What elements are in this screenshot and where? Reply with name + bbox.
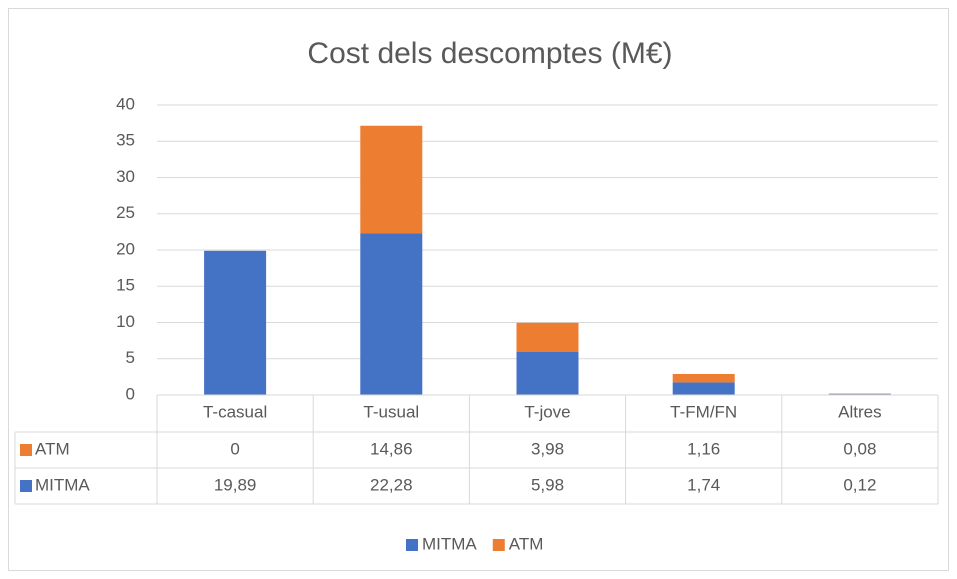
x-tick-label: T-casual bbox=[203, 402, 267, 421]
chart-frame bbox=[8, 8, 949, 571]
y-tick-label: 10 bbox=[116, 312, 135, 331]
x-tick-label: T-jove bbox=[524, 402, 570, 421]
legend-key bbox=[406, 539, 418, 551]
bar-segment bbox=[516, 351, 579, 395]
data-table-value: 3,98 bbox=[531, 439, 564, 458]
bar-segment bbox=[828, 393, 891, 395]
bar-segment bbox=[360, 125, 423, 234]
data-table-value: 0 bbox=[230, 439, 239, 458]
y-tick-label: 0 bbox=[126, 384, 135, 403]
x-tick-label: Altres bbox=[838, 402, 881, 421]
y-tick-label: 25 bbox=[116, 203, 135, 222]
y-tick-label: 15 bbox=[116, 276, 135, 295]
bar-segment bbox=[672, 382, 735, 395]
legend-label: ATM bbox=[509, 534, 544, 553]
table-legend-key bbox=[20, 444, 32, 456]
legend-key bbox=[492, 539, 505, 551]
y-tick-label: 20 bbox=[116, 239, 135, 258]
data-table-value: 0,08 bbox=[843, 439, 876, 458]
data-table-value: 0,12 bbox=[843, 475, 876, 494]
chart-title: Cost dels descomptes (M€) bbox=[307, 37, 672, 70]
x-tick-label: T-usual bbox=[363, 402, 419, 421]
legend-label: MITMA bbox=[422, 534, 477, 553]
bar-segment bbox=[360, 233, 423, 395]
y-tick-label: 35 bbox=[116, 131, 135, 150]
data-table-value: 14,86 bbox=[370, 439, 413, 458]
y-tick-label: 30 bbox=[116, 167, 135, 186]
data-table-value: 5,98 bbox=[531, 475, 564, 494]
data-table-value: 22,28 bbox=[370, 475, 413, 494]
bar-segment bbox=[516, 322, 579, 352]
table-row-label: MITMA bbox=[35, 475, 90, 494]
table-row-label: ATM bbox=[35, 439, 70, 458]
bar-segment bbox=[672, 373, 735, 383]
table-legend-key bbox=[20, 480, 32, 492]
y-tick-label: 5 bbox=[126, 348, 135, 367]
bar-segment bbox=[204, 250, 267, 395]
data-table-value: 1,74 bbox=[687, 475, 720, 494]
data-table-value: 19,89 bbox=[214, 475, 257, 494]
data-table-value: 1,16 bbox=[687, 439, 720, 458]
x-tick-label: T-FM/FN bbox=[670, 402, 737, 421]
y-tick-label: 40 bbox=[116, 94, 135, 113]
